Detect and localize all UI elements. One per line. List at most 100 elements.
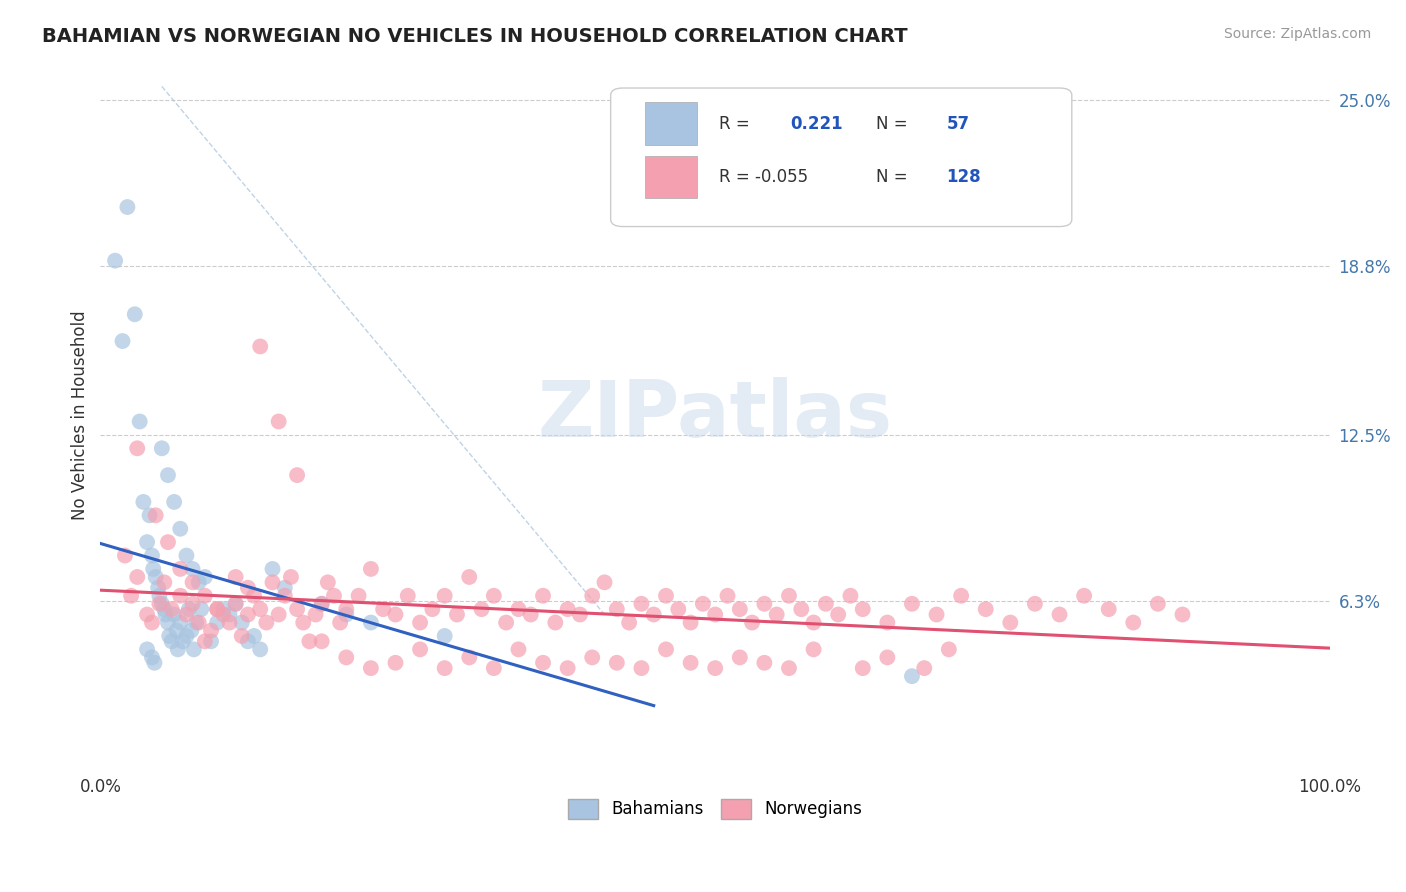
Point bbox=[127, 442, 149, 456]
Point bbox=[666, 602, 689, 616]
Point bbox=[335, 602, 357, 616]
Point bbox=[1147, 597, 1170, 611]
Point bbox=[166, 642, 188, 657]
Legend: Bahamians, Norwegians: Bahamians, Norwegians bbox=[562, 792, 869, 826]
Point bbox=[1098, 602, 1121, 616]
Point bbox=[593, 575, 616, 590]
Point bbox=[655, 642, 678, 657]
Point bbox=[200, 634, 222, 648]
Point bbox=[912, 661, 935, 675]
Point bbox=[236, 581, 259, 595]
Text: N =: N = bbox=[876, 168, 908, 186]
Point bbox=[471, 602, 494, 616]
Point bbox=[150, 442, 173, 456]
FancyBboxPatch shape bbox=[610, 88, 1071, 227]
Point bbox=[141, 549, 163, 563]
Point bbox=[531, 589, 554, 603]
Y-axis label: No Vehicles in Household: No Vehicles in Household bbox=[72, 310, 89, 520]
Point bbox=[136, 607, 159, 622]
Point bbox=[741, 615, 763, 630]
Point bbox=[1073, 589, 1095, 603]
Point bbox=[679, 615, 702, 630]
Point bbox=[212, 607, 235, 622]
Point bbox=[160, 634, 183, 648]
Point bbox=[225, 570, 247, 584]
Point bbox=[433, 589, 456, 603]
Point bbox=[790, 602, 813, 616]
Point bbox=[754, 597, 776, 611]
Point bbox=[716, 589, 738, 603]
Point bbox=[329, 615, 352, 630]
Point bbox=[142, 562, 165, 576]
Point bbox=[194, 634, 217, 648]
Point bbox=[145, 508, 167, 523]
Point bbox=[482, 589, 505, 603]
Point bbox=[280, 570, 302, 584]
Point bbox=[1122, 615, 1144, 630]
Text: 57: 57 bbox=[946, 114, 970, 133]
Point bbox=[458, 570, 481, 584]
Point bbox=[384, 656, 406, 670]
Point bbox=[136, 535, 159, 549]
Point bbox=[156, 468, 179, 483]
Point bbox=[778, 661, 800, 675]
Point bbox=[274, 581, 297, 595]
Point bbox=[183, 642, 205, 657]
Point bbox=[606, 656, 628, 670]
Point bbox=[218, 615, 240, 630]
Point bbox=[190, 602, 212, 616]
Point bbox=[335, 650, 357, 665]
Point bbox=[360, 615, 382, 630]
Point bbox=[692, 597, 714, 611]
Bar bbox=[645, 103, 697, 145]
Point bbox=[205, 615, 228, 630]
Point bbox=[292, 615, 315, 630]
Point bbox=[606, 602, 628, 616]
Point bbox=[249, 339, 271, 353]
Point bbox=[236, 607, 259, 622]
Point bbox=[156, 615, 179, 630]
Point bbox=[141, 615, 163, 630]
Point bbox=[839, 589, 862, 603]
Point bbox=[876, 650, 898, 665]
Point bbox=[176, 629, 198, 643]
Point bbox=[1049, 607, 1071, 622]
Point bbox=[180, 624, 202, 638]
Point bbox=[181, 562, 204, 576]
Point bbox=[531, 656, 554, 670]
Point bbox=[630, 597, 652, 611]
Point bbox=[482, 661, 505, 675]
Text: R =: R = bbox=[718, 114, 749, 133]
Point bbox=[153, 575, 176, 590]
Point bbox=[127, 570, 149, 584]
Point bbox=[254, 615, 277, 630]
Point bbox=[304, 607, 326, 622]
Text: R = -0.055: R = -0.055 bbox=[718, 168, 808, 186]
Point bbox=[132, 495, 155, 509]
Point bbox=[311, 597, 333, 611]
Point bbox=[205, 602, 228, 616]
Point bbox=[267, 415, 290, 429]
Point bbox=[169, 522, 191, 536]
Point bbox=[311, 634, 333, 648]
Point bbox=[177, 602, 200, 616]
Point bbox=[323, 589, 346, 603]
Point bbox=[187, 615, 209, 630]
Point bbox=[205, 602, 228, 616]
Point bbox=[194, 570, 217, 584]
Point bbox=[181, 597, 204, 611]
Point bbox=[274, 589, 297, 603]
Point bbox=[157, 629, 180, 643]
Point bbox=[267, 607, 290, 622]
Text: N =: N = bbox=[876, 114, 908, 133]
Point bbox=[225, 597, 247, 611]
Point bbox=[704, 661, 727, 675]
Point bbox=[150, 597, 173, 611]
Point bbox=[262, 575, 284, 590]
Point bbox=[508, 642, 530, 657]
Point bbox=[249, 602, 271, 616]
Point bbox=[360, 562, 382, 576]
Point bbox=[925, 607, 948, 622]
Point bbox=[852, 602, 875, 616]
Point bbox=[728, 602, 751, 616]
